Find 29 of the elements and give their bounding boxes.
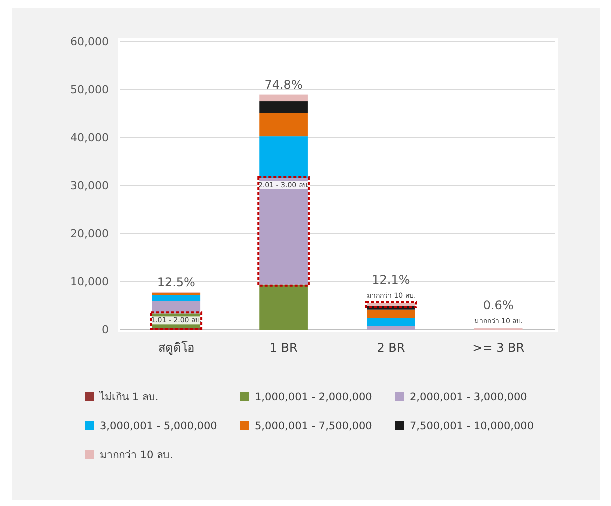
y-tick-label: 0	[102, 324, 109, 337]
y-tick-label: 60,000	[70, 36, 109, 49]
legend-label: มากกว่า 10 ลบ.	[100, 450, 174, 462]
x-tick-label: สตูดิโอ	[158, 341, 194, 356]
x-tick-label: >= 3 BR	[472, 341, 525, 356]
annotation: 12.1%	[372, 273, 410, 288]
x-tick-label: 1 BR	[270, 341, 298, 356]
annotation: 74.8%	[264, 78, 303, 92]
legend-label: 7,500,001 - 10,000,000	[410, 420, 534, 432]
x-tick-label: 2 BR	[377, 341, 406, 356]
bar	[260, 113, 308, 137]
y-tick-label: 20,000	[70, 228, 109, 241]
y-tick-label: 10,000	[70, 276, 109, 289]
bar	[367, 310, 416, 318]
bar	[367, 326, 416, 330]
legend-label: 2,000,001 - 3,000,000	[410, 392, 528, 404]
y-tick-label: 40,000	[70, 132, 109, 145]
y-tick-label: 30,000	[70, 180, 109, 193]
bar	[260, 94, 308, 102]
legend-label: 3,000,001 - 5,000,000	[100, 420, 218, 432]
legend-label: ไม่เกิน 1 ลบ.	[99, 390, 159, 404]
bar	[152, 295, 201, 302]
annotation: 12.5%	[157, 276, 196, 290]
y-tick-label: 50,000	[70, 84, 109, 97]
annotation: 0.6%	[483, 298, 514, 313]
legend-label: 5,000,001 - 7,500,000	[255, 420, 372, 432]
bar	[367, 318, 416, 326]
bar	[260, 102, 308, 114]
legend-label: 1,000,001 - 2,000,000	[255, 392, 372, 404]
